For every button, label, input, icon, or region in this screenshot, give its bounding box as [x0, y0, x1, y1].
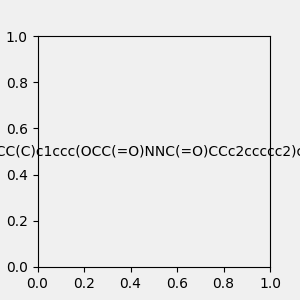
Text: CCC(C)c1ccc(OCC(=O)NNC(=O)CCc2ccccc2)cc1: CCC(C)c1ccc(OCC(=O)NNC(=O)CCc2ccccc2)cc1 — [0, 145, 300, 158]
